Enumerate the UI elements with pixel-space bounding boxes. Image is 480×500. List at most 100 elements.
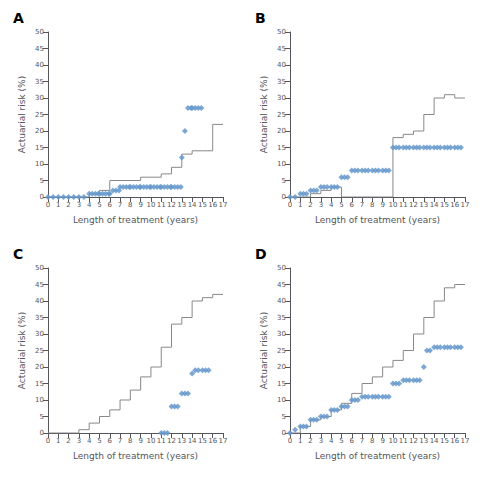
svg-text:15: 15 (440, 437, 449, 445)
svg-text:Actuarial risk (%): Actuarial risk (%) (17, 76, 27, 153)
svg-text:15: 15 (198, 437, 207, 445)
svg-text:Actuarial risk (%): Actuarial risk (%) (259, 76, 269, 153)
svg-text:20: 20 (35, 363, 44, 371)
svg-text:45: 45 (35, 281, 44, 289)
svg-text:20: 20 (35, 127, 44, 135)
svg-text:4: 4 (329, 201, 334, 209)
svg-text:50: 50 (277, 28, 286, 36)
svg-text:30: 30 (35, 94, 44, 102)
svg-text:14: 14 (430, 201, 439, 209)
svg-text:11: 11 (157, 437, 166, 445)
svg-text:16: 16 (450, 201, 459, 209)
svg-text:1: 1 (298, 437, 302, 445)
svg-text:4: 4 (87, 437, 92, 445)
svg-text:0: 0 (40, 193, 44, 201)
svg-text:10: 10 (388, 201, 397, 209)
svg-text:14: 14 (188, 437, 197, 445)
svg-text:9: 9 (138, 201, 142, 209)
svg-text:16: 16 (208, 201, 217, 209)
svg-text:10: 10 (146, 201, 155, 209)
svg-text:35: 35 (277, 314, 286, 322)
svg-text:13: 13 (419, 201, 428, 209)
svg-text:5: 5 (40, 413, 44, 421)
svg-text:2: 2 (308, 201, 312, 209)
svg-text:0: 0 (46, 201, 50, 209)
svg-text:50: 50 (35, 264, 44, 272)
svg-text:10: 10 (35, 160, 44, 168)
svg-text:50: 50 (35, 28, 44, 36)
svg-text:30: 30 (277, 94, 286, 102)
svg-text:25: 25 (277, 347, 286, 355)
svg-text:11: 11 (399, 437, 408, 445)
svg-text:7: 7 (118, 437, 122, 445)
svg-text:15: 15 (277, 144, 286, 152)
svg-text:13: 13 (177, 437, 186, 445)
svg-text:35: 35 (277, 78, 286, 86)
svg-text:10: 10 (277, 160, 286, 168)
svg-text:12: 12 (167, 201, 176, 209)
svg-text:14: 14 (430, 437, 439, 445)
svg-text:35: 35 (35, 78, 44, 86)
svg-text:6: 6 (350, 437, 355, 445)
svg-text:25: 25 (35, 111, 44, 119)
svg-text:10: 10 (277, 396, 286, 404)
svg-text:25: 25 (277, 111, 286, 119)
svg-text:10: 10 (146, 437, 155, 445)
svg-text:45: 45 (277, 281, 286, 289)
svg-text:12: 12 (167, 437, 176, 445)
svg-text:15: 15 (35, 380, 44, 388)
svg-text:5: 5 (339, 437, 343, 445)
svg-text:25: 25 (35, 347, 44, 355)
svg-text:20: 20 (277, 127, 286, 135)
svg-text:2: 2 (308, 437, 312, 445)
svg-text:16: 16 (450, 437, 459, 445)
svg-text:6: 6 (350, 201, 355, 209)
svg-text:7: 7 (118, 201, 122, 209)
svg-text:0: 0 (288, 201, 292, 209)
svg-text:9: 9 (380, 437, 384, 445)
svg-text:30: 30 (35, 330, 44, 338)
svg-text:30: 30 (277, 330, 286, 338)
svg-text:6: 6 (108, 201, 113, 209)
svg-text:11: 11 (157, 201, 166, 209)
svg-text:5: 5 (97, 201, 101, 209)
svg-text:12: 12 (409, 201, 418, 209)
svg-text:40: 40 (277, 297, 286, 305)
svg-text:35: 35 (35, 314, 44, 322)
svg-text:16: 16 (208, 437, 217, 445)
svg-text:10: 10 (35, 396, 44, 404)
svg-text:4: 4 (329, 437, 334, 445)
svg-text:3: 3 (77, 437, 81, 445)
svg-text:1: 1 (298, 201, 302, 209)
svg-text:0: 0 (40, 429, 44, 437)
svg-text:14: 14 (188, 201, 197, 209)
svg-text:15: 15 (198, 201, 207, 209)
svg-text:17: 17 (461, 201, 470, 209)
svg-text:Length of treatment (years): Length of treatment (years) (73, 215, 198, 225)
svg-text:1: 1 (56, 437, 60, 445)
svg-text:4: 4 (87, 201, 92, 209)
svg-text:17: 17 (461, 437, 470, 445)
svg-text:50: 50 (277, 264, 286, 272)
svg-text:7: 7 (360, 201, 364, 209)
svg-text:5: 5 (282, 177, 286, 185)
svg-text:3: 3 (77, 201, 81, 209)
svg-text:Length of treatment (years): Length of treatment (years) (73, 451, 198, 461)
svg-text:8: 8 (128, 201, 132, 209)
svg-text:Actuarial risk (%): Actuarial risk (%) (259, 312, 269, 389)
svg-text:8: 8 (370, 201, 374, 209)
svg-text:17: 17 (219, 201, 228, 209)
svg-text:11: 11 (399, 201, 408, 209)
svg-text:5: 5 (40, 177, 44, 185)
svg-text:1: 1 (56, 201, 60, 209)
svg-text:Length of treatment (years): Length of treatment (years) (315, 451, 440, 461)
svg-text:3: 3 (319, 437, 323, 445)
svg-text:20: 20 (277, 363, 286, 371)
svg-text:17: 17 (219, 437, 228, 445)
svg-text:40: 40 (35, 297, 44, 305)
svg-text:Actuarial risk (%): Actuarial risk (%) (17, 312, 27, 389)
svg-text:45: 45 (35, 45, 44, 53)
svg-text:40: 40 (35, 61, 44, 69)
svg-text:C: C (13, 246, 23, 262)
svg-text:0: 0 (46, 437, 50, 445)
